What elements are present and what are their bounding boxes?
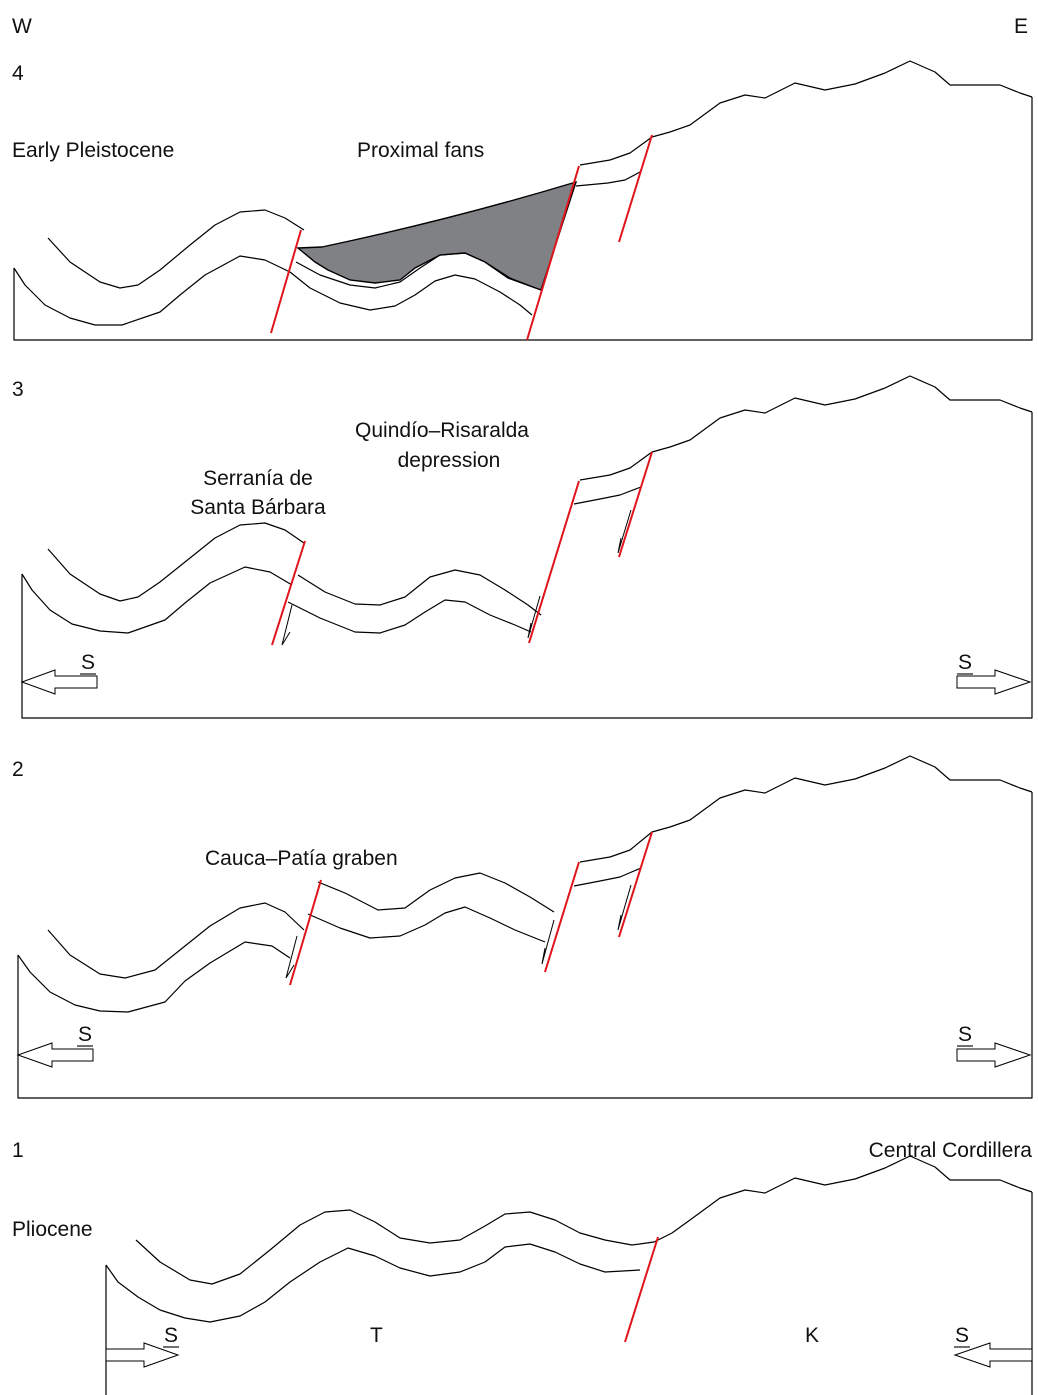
proximal-fan-fill: [298, 182, 576, 290]
panel-1-upper-bed: [136, 1210, 672, 1284]
panel-2-stress-left-label: S: [78, 1023, 92, 1046]
serrania-label-line1: Serranía de: [203, 467, 313, 490]
panel-2-lower-bed: [18, 942, 290, 1012]
panel-2-mid-bed-lower: [308, 907, 545, 942]
panel-1-number: 1: [12, 1139, 24, 1162]
panel-3-fault-2: [529, 481, 579, 643]
proximal-fans-label: Proximal fans: [357, 139, 484, 162]
panel-2-frame: [18, 792, 1032, 1098]
panel-3-number: 3: [12, 378, 24, 401]
panel-3-stress-right-label: S: [958, 651, 972, 674]
panel-3-mid-bed-lower: [288, 600, 531, 633]
panel-1-lower-bed: [106, 1244, 640, 1322]
panel-3-stress-left-label: S: [81, 651, 95, 674]
panel-4-right-bed: [576, 172, 640, 186]
panel-4-age-label: Early Pleistocene: [12, 139, 174, 162]
panel-3-lower-bed: [22, 567, 292, 633]
panel-1-frame: [106, 1192, 1032, 1395]
panel-3-mid-bed-upper: [298, 570, 541, 615]
panel-4-fault-3: [619, 135, 652, 242]
panel-1-fault: [625, 1237, 658, 1342]
east-label: E: [1014, 15, 1028, 38]
panel-1-stress-left-label: S: [164, 1324, 178, 1347]
panel-1-age-label: Pliocene: [12, 1218, 93, 1241]
panel-3-slip-arrow-3: [618, 510, 631, 553]
panel-2-fault-2: [545, 862, 579, 972]
depression-label-line1: Quindío–Risaralda: [355, 419, 529, 442]
serrania-label-line2: Santa Bárbara: [190, 496, 326, 519]
cauca-patia-label: Cauca–Patía graben: [205, 847, 398, 870]
west-label: W: [12, 15, 32, 38]
panel-4-fault-1: [271, 230, 301, 333]
panel-2-right-bed: [574, 868, 641, 886]
panel-3-slip-arrow-2: [528, 596, 540, 638]
panel-2-number: 2: [12, 758, 24, 781]
panel-1-stress-right-label: S: [955, 1324, 969, 1347]
panel-2-upper-bed: [48, 903, 304, 978]
panel-3: 3 Serranía de Santa Bárbara Quindío–Risa…: [12, 376, 1032, 718]
panel-2: 2 Cauca–Patía graben S S: [12, 756, 1032, 1098]
panel-3-frame: [22, 412, 1032, 718]
unit-t-label: T: [370, 1324, 383, 1347]
panel-4-upper-bed: [48, 210, 304, 288]
unit-k-label: K: [805, 1324, 819, 1347]
panel-3-right-bed: [574, 487, 641, 504]
panel-3-fault-3: [619, 452, 652, 557]
panel-2-stress-right-label: S: [958, 1023, 972, 1046]
panel-2-fault-3: [619, 832, 652, 937]
panel-2-fault-1: [290, 880, 321, 985]
central-cordillera-label: Central Cordillera: [869, 1139, 1033, 1162]
panel-3-upper-bed: [48, 523, 304, 601]
panel-1-right-block: [672, 1156, 1032, 1233]
panel-2-mid-bed-upper: [318, 873, 554, 912]
depression-label-line2: depression: [398, 449, 501, 472]
panel-3-fault-1: [272, 541, 305, 645]
panel-1: 1 Central Cordillera Pliocene T K S S: [12, 1139, 1032, 1395]
panel-4: 4 Early Pleistocene Proximal fans: [12, 61, 1032, 340]
panel-4-number: 4: [12, 62, 24, 85]
panel-4-lower-bed: [14, 256, 532, 325]
